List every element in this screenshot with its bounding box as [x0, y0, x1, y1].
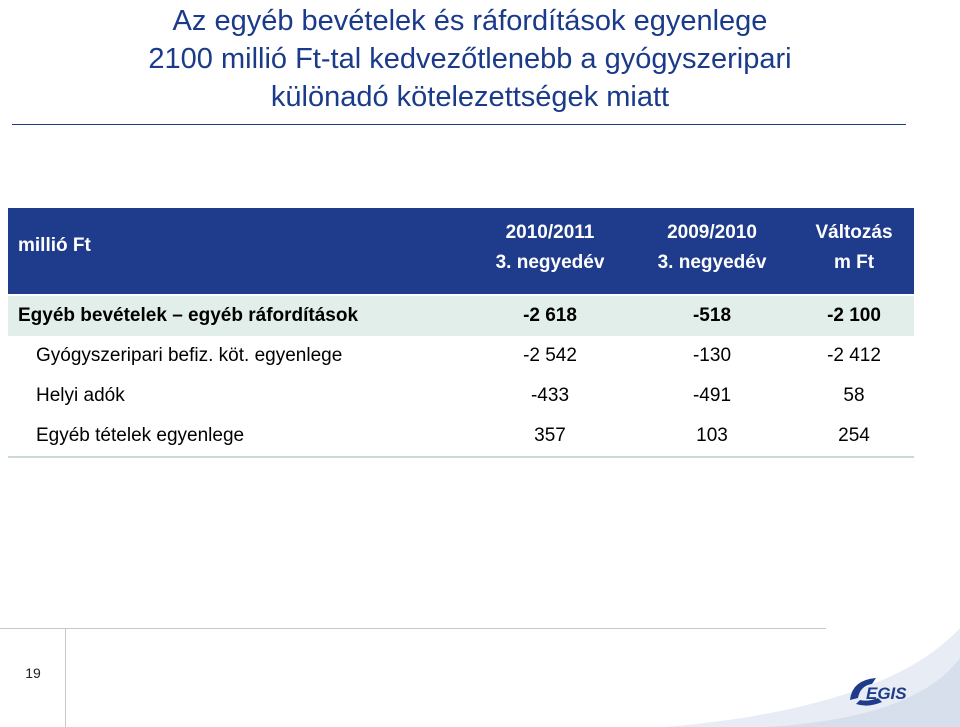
unit-label: millió Ft	[18, 235, 91, 256]
page-number-box	[0, 628, 66, 727]
table-row-total: Egyéb bevételek – egyéb ráfordítások -2 …	[8, 296, 914, 336]
cell-current: -2 542	[523, 345, 577, 366]
cell-change: 254	[838, 425, 870, 446]
table-row: Helyi adók -433 -491 58	[8, 376, 914, 416]
egis-logo: EGIS	[850, 678, 907, 706]
column-header-current: 2010/2011 3. negyedév	[470, 218, 630, 278]
column-header-line2: 3. negyedév	[495, 252, 605, 273]
column-header-line1: 2009/2010	[667, 222, 757, 243]
title-line-3: különadó kötelezettségek miatt	[270, 81, 670, 113]
column-header-line1: Változás	[815, 222, 893, 243]
column-header-line2: 3. negyedév	[657, 252, 767, 273]
column-header-previous: 2009/2010 3. negyedév	[632, 218, 792, 278]
column-header-line1: 2010/2011	[505, 222, 595, 243]
cell-previous: -130	[692, 345, 732, 366]
table-row: Egyéb tételek egyenlege 357 103 254	[8, 416, 914, 456]
cell-previous: 103	[696, 425, 728, 446]
table-bottom-border	[8, 456, 914, 458]
table-row: Gyógyszeripari befiz. köt. egyenlege -2 …	[8, 336, 914, 376]
title-line-1: Az egyéb bevételek és ráfordítások egyen…	[172, 5, 768, 37]
cell-change: -2 100	[827, 305, 881, 326]
cell-previous: -491	[692, 385, 732, 406]
column-header-line2: m Ft	[833, 252, 875, 273]
cell-previous: -518	[692, 305, 732, 326]
row-label: Egyéb bevételek – egyéb ráfordítások	[18, 305, 359, 326]
title-divider	[12, 124, 906, 125]
cell-current: 357	[534, 425, 566, 446]
column-header-change: Változás m Ft	[794, 218, 914, 278]
title-line-2: 2100 millió Ft-tal kedvezőtlenebb a gyóg…	[148, 43, 792, 75]
slide-title: Az egyéb bevételek és ráfordítások egyen…	[20, 2, 920, 116]
cell-current: -433	[530, 385, 570, 406]
page-number: 19	[25, 665, 41, 681]
cell-change: -2 412	[827, 345, 881, 366]
table-header: millió Ft 2010/2011 3. negyedév 2009/201…	[8, 208, 914, 294]
row-label: Egyéb tételek egyenlege	[36, 425, 245, 446]
cell-change: 58	[843, 385, 865, 406]
logo-text: EGIS	[866, 684, 907, 703]
row-label: Helyi adók	[36, 385, 125, 406]
footer-decoration	[66, 628, 960, 727]
results-table: millió Ft 2010/2011 3. negyedév 2009/201…	[8, 208, 914, 458]
cell-current: -2 618	[523, 305, 577, 326]
row-label: Gyógyszeripari befiz. köt. egyenlege	[36, 345, 343, 366]
